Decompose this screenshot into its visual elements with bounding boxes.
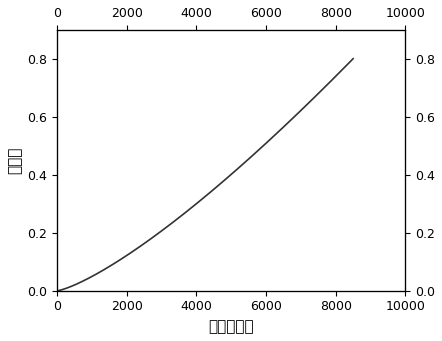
Y-axis label: 转化率: 转化率 bbox=[7, 147, 22, 174]
X-axis label: 时间（秒）: 时间（秒） bbox=[209, 319, 254, 334]
